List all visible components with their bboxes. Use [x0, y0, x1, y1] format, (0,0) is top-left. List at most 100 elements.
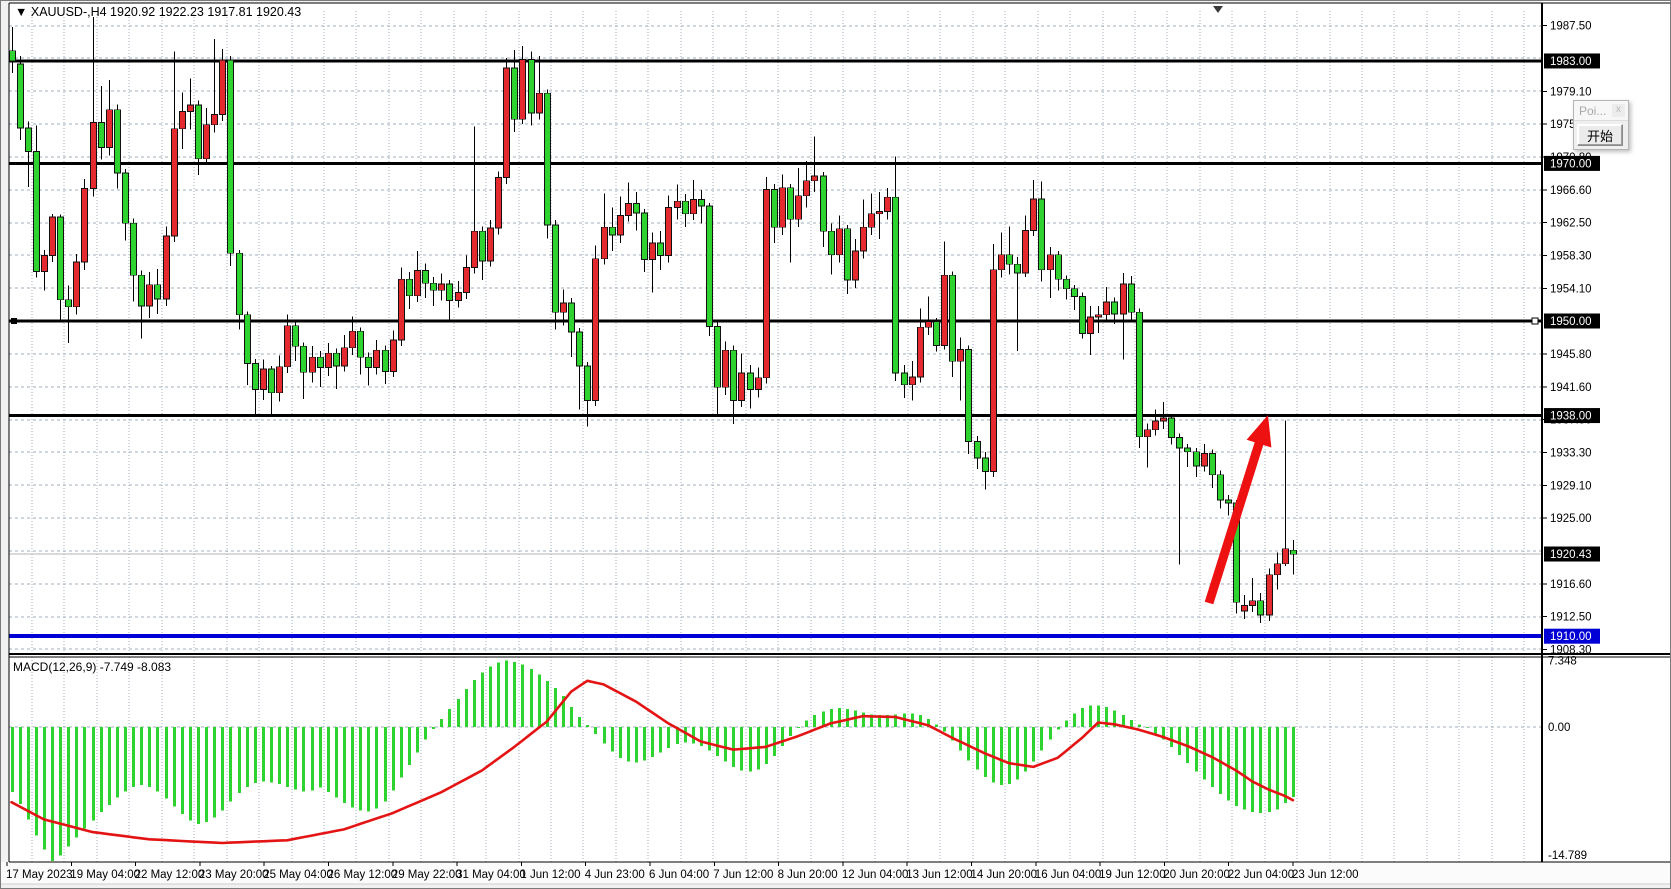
- candle-bullish: [592, 258, 599, 401]
- price-badge: [1544, 155, 1600, 171]
- candle-bullish: [560, 302, 567, 313]
- candle-bullish: [187, 104, 194, 112]
- candle-bullish: [722, 349, 729, 388]
- popup-titlebar[interactable]: Poi... x: [1574, 101, 1628, 121]
- candle-bearish: [747, 372, 754, 390]
- candle-bullish: [868, 213, 875, 228]
- candle-bullish: [909, 376, 916, 386]
- grid-layer: [9, 11, 1542, 862]
- close-icon[interactable]: x: [1612, 104, 1625, 117]
- candle-bearish: [9, 50, 16, 62]
- candle-bearish: [138, 274, 145, 307]
- candle-bullish: [795, 195, 802, 220]
- candle-bullish: [1274, 563, 1281, 576]
- candle-bearish: [244, 314, 251, 364]
- price-label: 1945.80: [1550, 349, 1592, 361]
- candle-bearish: [1290, 549, 1297, 555]
- candle-bearish: [609, 226, 616, 236]
- candle-bullish: [876, 211, 883, 215]
- candle-bullish: [1030, 198, 1037, 231]
- candle-bearish: [576, 331, 583, 367]
- price-badge-blue-label: 1910.00: [1550, 631, 1592, 643]
- candle-bullish: [852, 250, 859, 281]
- candle-bullish: [503, 67, 510, 178]
- candle-bullish: [260, 368, 267, 390]
- candle-bearish: [1063, 278, 1070, 290]
- candle-bullish: [860, 226, 867, 252]
- candle-bullish: [471, 230, 478, 268]
- candle-bullish: [341, 347, 348, 367]
- time-label: 8 Jun 20:00: [778, 869, 838, 881]
- time-label: 17 May 2023: [6, 869, 73, 881]
- price-label: 1925.00: [1550, 513, 1592, 525]
- candle-bearish: [892, 196, 899, 374]
- candle-bullish: [1249, 600, 1256, 606]
- up-arrow-annotation[interactable]: [1204, 415, 1272, 605]
- candle-bullish: [438, 283, 445, 291]
- candle-bullish: [998, 254, 1005, 271]
- time-label: 19 May 04:00: [70, 869, 140, 881]
- candle-bullish: [211, 114, 218, 126]
- candle-bullish: [1144, 429, 1151, 438]
- candle-bearish: [828, 230, 835, 256]
- candle-bearish: [57, 216, 64, 301]
- candles-layer: [9, 16, 1297, 623]
- candle-bearish: [406, 278, 413, 297]
- candle-bearish: [1111, 301, 1118, 315]
- candle-bullish: [763, 189, 770, 379]
- candle-bullish: [179, 110, 186, 130]
- candle-bullish: [690, 199, 697, 215]
- candle-bullish: [836, 228, 843, 256]
- candle-bullish: [73, 261, 80, 308]
- time-label: 6 Jun 04:00: [649, 869, 709, 881]
- candle-bullish: [219, 59, 226, 115]
- candle-bullish: [1120, 283, 1127, 315]
- candle-bullish: [957, 348, 964, 362]
- candle-bullish: [414, 270, 421, 297]
- candle-bearish: [1225, 499, 1232, 504]
- candle-bearish: [706, 205, 713, 327]
- candle-bearish: [1006, 254, 1013, 265]
- line-handle[interactable]: [11, 318, 17, 324]
- candle-bearish: [25, 127, 32, 152]
- candle-bearish: [154, 284, 161, 300]
- price-badge-label: 1938.00: [1550, 411, 1592, 423]
- candle-bearish: [1071, 288, 1078, 297]
- candle-bullish: [90, 122, 97, 190]
- candle-bullish: [171, 128, 178, 237]
- candle-bearish: [933, 321, 940, 346]
- candle-bullish: [203, 124, 210, 160]
- candle-bearish: [1168, 417, 1175, 439]
- candle-bullish: [1152, 420, 1159, 431]
- candle-bearish: [974, 441, 981, 459]
- candle-bearish: [511, 67, 518, 120]
- price-label: 1933.30: [1550, 448, 1592, 460]
- candle-bullish: [1282, 548, 1289, 565]
- candle-bullish: [990, 269, 997, 472]
- candle-bullish: [649, 242, 656, 260]
- candle-bearish: [357, 330, 364, 358]
- candle-bullish: [1047, 254, 1054, 271]
- price-label: 1987.50: [1550, 21, 1592, 33]
- time-label: 31 May 04:00: [456, 869, 526, 881]
- time-label: 12 Jun 04:00: [842, 869, 909, 881]
- candle-bearish: [252, 363, 259, 390]
- candle-bearish: [114, 109, 121, 174]
- candle-bullish: [1103, 301, 1110, 316]
- line-handle[interactable]: [1531, 317, 1539, 325]
- candle-bearish: [965, 348, 972, 442]
- candle-bearish: [901, 372, 908, 386]
- candle-bullish: [276, 366, 283, 394]
- popup-title: Poi...: [1579, 103, 1607, 118]
- candle-bullish: [1266, 574, 1273, 616]
- time-label: 1 Jun 12:00: [520, 869, 580, 881]
- candle-bearish: [771, 189, 778, 228]
- start-button[interactable]: 开始: [1577, 124, 1623, 146]
- candle-bearish: [787, 187, 794, 220]
- candle-bullish: [1241, 605, 1248, 612]
- candle-bullish: [284, 325, 291, 368]
- price-label: 1979.10: [1550, 87, 1592, 99]
- plot-background: [9, 3, 1542, 862]
